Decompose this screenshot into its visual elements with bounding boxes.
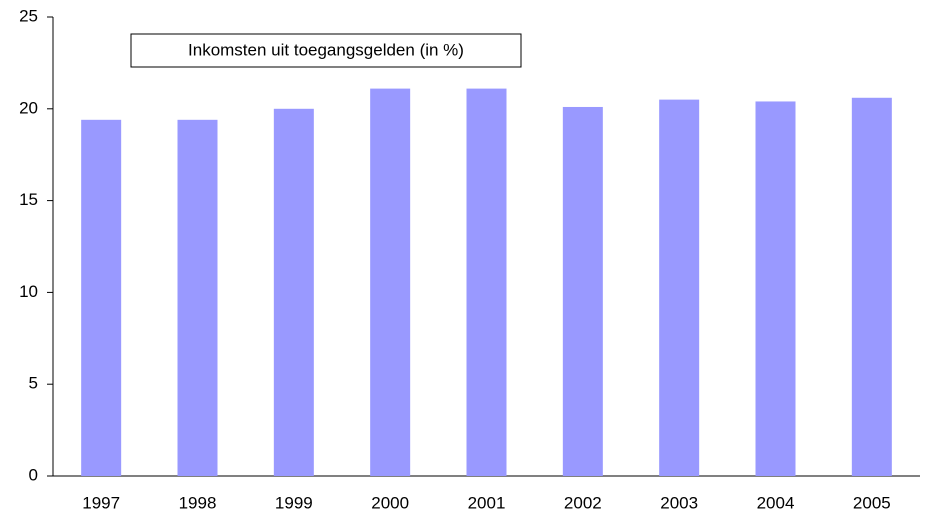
chart-title: Inkomsten uit toegangsgelden (in %)	[188, 40, 464, 59]
title-box	[130, 33, 522, 68]
y-tick-label: 20	[19, 98, 38, 117]
x-tick-label: 2003	[660, 493, 698, 512]
bar	[273, 108, 314, 477]
y-tick-label: 5	[29, 374, 38, 393]
x-tick-label: 2001	[468, 493, 506, 512]
y-tick-label: 25	[19, 6, 38, 25]
bar	[466, 88, 507, 476]
bar	[370, 88, 411, 476]
bar	[755, 101, 796, 477]
bar	[659, 99, 700, 477]
x-tick-label: 2002	[564, 493, 602, 512]
y-tick-label: 10	[19, 282, 38, 301]
x-tick-label: 1997	[82, 493, 120, 512]
x-tick-label: 1999	[275, 493, 313, 512]
x-tick-label: 2004	[757, 493, 795, 512]
x-tick-label: 1998	[179, 493, 217, 512]
x-tick-label: 2005	[853, 493, 891, 512]
bar	[81, 119, 122, 476]
bar	[177, 119, 218, 476]
bar	[851, 97, 892, 476]
y-tick-label: 0	[29, 465, 38, 484]
bar	[562, 106, 603, 477]
x-tick-label: 2000	[371, 493, 409, 512]
y-tick-label: 15	[19, 190, 38, 209]
